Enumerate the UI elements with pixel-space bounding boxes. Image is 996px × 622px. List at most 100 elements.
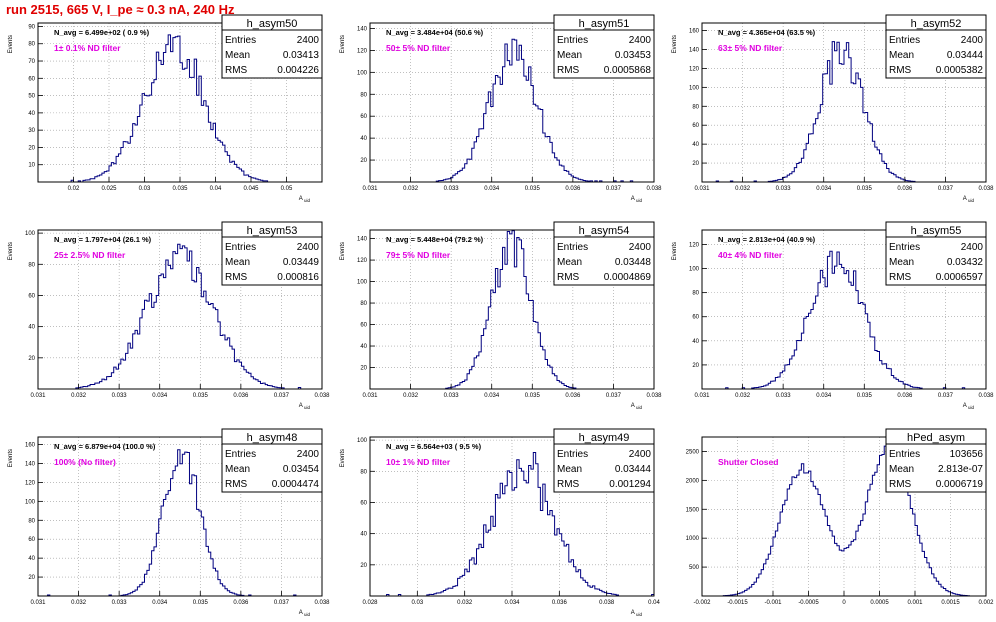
- stats-box: h_asym50 Entries 2400 Mean 0.03413 RMS 0.00422…: [221, 14, 323, 79]
- y-tick-label: 80: [28, 262, 35, 268]
- stats-value: 0.03453: [615, 50, 652, 61]
- x-tick-label: 0.038: [978, 186, 994, 192]
- stats-value: 0.03444: [615, 464, 652, 475]
- stats-value: 0.03413: [283, 50, 320, 61]
- x-tick-label: 0.036: [565, 186, 581, 192]
- histogram-panel-h_asym55: 0.031 0.032 0.033 0.034 0.035 0.036 0.037 0.038…: [664, 207, 996, 414]
- y-tick-label: 60: [692, 123, 699, 129]
- histogram-svg: 0.031 0.032 0.033 0.034 0.035 0.036 0.037 0.038…: [672, 14, 994, 203]
- stats-label: Mean: [225, 50, 250, 61]
- y-tick-label: 60: [692, 315, 699, 321]
- stats-value: 0.03432: [947, 257, 984, 268]
- axis-ticks: 0.031 0.032 0.033 0.034 0.035 0.036 0.037 0.038…: [357, 237, 662, 399]
- x-tick-label: 0.038: [314, 600, 330, 606]
- stats-label: Entries: [889, 449, 920, 460]
- plot-frame: [701, 229, 987, 390]
- histogram-bars: [702, 445, 986, 597]
- filter-label: 1± 0.1% ND filter: [54, 43, 121, 53]
- stats-label: RMS: [225, 479, 248, 490]
- x-tick-label: 0.038: [599, 600, 615, 606]
- y-axis-label: Events: [340, 35, 346, 53]
- x-tick-label: 0.002: [978, 600, 994, 606]
- stats-value: 0.03444: [947, 50, 984, 61]
- x-tick-label: 0.0015: [941, 600, 960, 606]
- histogram-svg: 0.031 0.032 0.033 0.034 0.035 0.036 0.037 0.038…: [340, 221, 662, 410]
- y-tick-label: 140: [25, 462, 36, 468]
- axis-ticks: 0.031 0.032 0.033 0.034 0.035 0.036 0.037 0.038…: [357, 26, 662, 192]
- stats-box: h_asym48 Entries 2400 Mean 0.03454 RMS 0.00044…: [221, 428, 323, 493]
- y-tick-label: 120: [689, 66, 700, 72]
- histogram-bars: [38, 34, 322, 183]
- y-tick-label: 500: [689, 565, 700, 571]
- x-tick-label: 0.037: [938, 393, 954, 399]
- histogram-bars: [370, 38, 654, 183]
- x-tick-label: 0.032: [735, 186, 751, 192]
- stats-value: 0.0005382: [936, 65, 984, 76]
- navg-label: N_avg = 6.564e+03 ( 9.5 %): [386, 442, 482, 451]
- stats-box: h_asym55 Entries 2400 Mean 0.03432 RMS 0.00065…: [885, 221, 987, 286]
- y-tick-label: 40: [28, 111, 35, 117]
- histogram-name: h_asym52: [911, 18, 962, 30]
- stats-value: 2400: [961, 35, 984, 46]
- y-axis-label: Events: [8, 242, 14, 260]
- stats-value: 0.03449: [283, 257, 320, 268]
- stats-box-frame: [553, 221, 655, 286]
- x-tick-label: 0.033: [112, 393, 128, 399]
- navg-label: N_avg = 2.813e+04 (40.9 %): [718, 235, 816, 244]
- y-tick-label: 50: [28, 94, 35, 100]
- y-tick-label: 100: [357, 70, 368, 76]
- x-axis-label: A uid: [631, 403, 643, 410]
- y-tick-label: 140: [357, 237, 368, 243]
- x-tick-label: 0.033: [444, 186, 460, 192]
- x-axis-label: A uid: [963, 196, 975, 203]
- plot-frame: [37, 436, 323, 597]
- x-tick-label: 0.03: [139, 186, 151, 192]
- y-tick-label: 80: [692, 104, 699, 110]
- histogram-bars: [370, 452, 655, 597]
- stats-label: Mean: [889, 50, 914, 61]
- stats-value: 0.03454: [283, 464, 320, 475]
- y-tick-label: 10: [28, 163, 35, 169]
- stats-label: Mean: [557, 257, 582, 268]
- stats-label: RMS: [889, 272, 912, 283]
- histogram-name: h_asym54: [579, 225, 630, 237]
- axis-ticks: 0.031 0.032 0.033 0.034 0.035 0.036 0.037 0.038…: [689, 242, 994, 399]
- stats-box: h_asym54 Entries 2400 Mean 0.03448 RMS 0.00048…: [553, 221, 655, 286]
- y-axis-label: Events: [672, 242, 678, 260]
- y-tick-label: 2500: [686, 449, 700, 455]
- x-tick-label: 0.038: [646, 186, 662, 192]
- stats-box-frame: [221, 428, 323, 493]
- y-tick-label: 120: [357, 258, 368, 264]
- stats-value: 0.001294: [609, 479, 651, 490]
- x-axis-label: A uid: [631, 196, 643, 203]
- stats-value: 0.0004869: [604, 272, 652, 283]
- y-tick-label: 20: [692, 161, 699, 167]
- x-tick-label: 0.035: [857, 186, 873, 192]
- stats-label: RMS: [889, 479, 912, 490]
- stats-value: 0.0004474: [272, 479, 320, 490]
- y-tick-label: 30: [28, 128, 35, 134]
- x-axis-label: A uid: [631, 610, 643, 617]
- histogram-svg: 0.031 0.032 0.033 0.034 0.035 0.036 0.037 0.038…: [340, 14, 662, 203]
- stats-label: Entries: [557, 449, 588, 460]
- stats-label: RMS: [557, 272, 580, 283]
- stats-value: 0.004226: [277, 65, 319, 76]
- histogram-panel-h_asym50: 0.02 0.025 0.03 0.035 0.04 0.045 0.05 10 20 30 40 5…: [0, 0, 332, 207]
- x-tick-label: 0.033: [112, 600, 128, 606]
- y-tick-label: 80: [692, 291, 699, 297]
- y-tick-label: 140: [357, 26, 368, 32]
- histogram-name: h_asym53: [247, 225, 298, 237]
- x-tick-label: 0.001: [907, 600, 923, 606]
- x-tick-label: 0.028: [362, 600, 378, 606]
- stats-label: Entries: [225, 449, 256, 460]
- y-tick-label: 100: [689, 267, 700, 273]
- stats-label: RMS: [557, 479, 580, 490]
- navg-label: N_avg = 1.797e+04 (26.1 %): [54, 235, 152, 244]
- histogram-name: h_asym49: [579, 432, 630, 444]
- histogram-svg: 0.031 0.032 0.033 0.034 0.035 0.036 0.037 0.038…: [8, 221, 330, 410]
- stats-label: Mean: [889, 257, 914, 268]
- axis-ticks: 0.02 0.025 0.03 0.035 0.04 0.045 0.05 10 20 30 40 5…: [28, 24, 293, 192]
- x-tick-label: -0.001: [764, 600, 782, 606]
- y-tick-label: 160: [25, 443, 36, 449]
